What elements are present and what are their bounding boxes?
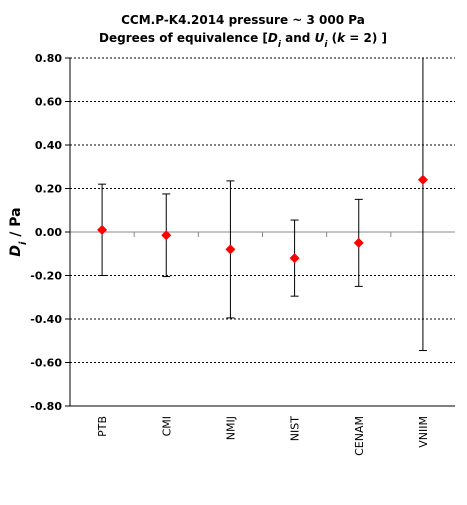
data-point-nist xyxy=(289,253,300,264)
y-axis-label: Di / Pa xyxy=(8,207,29,256)
y-tick-label-1: 0.60 xyxy=(35,96,62,109)
data-point-cenam xyxy=(353,237,364,248)
y-tick-label-3: 0.20 xyxy=(35,183,62,196)
data-point-nmij xyxy=(225,244,236,255)
x-tick-label-cmi: CMI xyxy=(160,416,173,436)
x-tick-label-vniim: VNIIM xyxy=(417,416,430,448)
data-point-ptb xyxy=(97,224,108,235)
data-point-cmi xyxy=(161,230,172,241)
y-tick-label-2: 0.40 xyxy=(35,139,62,152)
x-tick-label-nist: NIST xyxy=(289,416,302,441)
y-tick-label-7: -0.60 xyxy=(30,357,62,370)
y-tick-label-5: -0.20 xyxy=(30,270,62,283)
data-point-vniim xyxy=(417,174,428,185)
y-tick-label-8: -0.80 xyxy=(30,400,62,413)
chart-title-line1: CCM.P-K4.2014 pressure ~ 3 000 Pa xyxy=(121,13,365,27)
y-tick-label-0: 0.80 xyxy=(35,52,62,65)
x-tick-label-nmij: NMIJ xyxy=(224,416,237,440)
x-tick-label-ptb: PTB xyxy=(96,416,109,437)
x-tick-label-cenam: CENAM xyxy=(353,416,366,456)
y-tick-label-4: 0.00 xyxy=(35,226,62,239)
y-tick-label-6: -0.40 xyxy=(30,313,62,326)
chart-title-line2: Degrees of equivalence [Di and Ui (k = 2… xyxy=(99,31,387,50)
